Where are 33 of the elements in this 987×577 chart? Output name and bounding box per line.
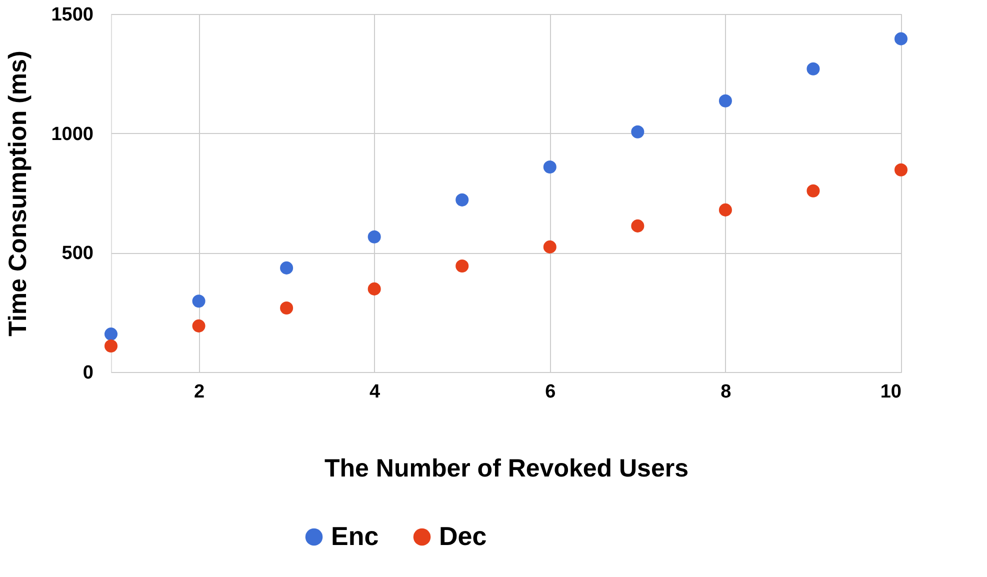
point (192, 319, 206, 332)
x-axis-title: The Number of Revoked Users (324, 454, 688, 482)
x-tick-label: 6 (545, 382, 556, 402)
point (543, 240, 556, 254)
point (104, 328, 118, 341)
y-tick-label: 0 (82, 362, 94, 384)
point (806, 62, 820, 76)
point (718, 94, 732, 108)
y-tick-label: 1000 (51, 124, 94, 145)
point (456, 260, 469, 273)
point (631, 219, 644, 232)
point (718, 203, 732, 216)
point (543, 160, 556, 174)
x-tick-label: 8 (720, 382, 732, 402)
point (280, 302, 294, 315)
point (280, 261, 294, 274)
y-axis-title: Time Consumption (ms) (4, 50, 32, 336)
point (894, 32, 908, 46)
point (104, 339, 118, 352)
point (368, 230, 381, 244)
x-tick-label: 2 (194, 382, 205, 402)
point (456, 193, 469, 206)
legend-label: Dec (439, 521, 487, 551)
point (368, 282, 381, 296)
x-tick-label: 4 (370, 382, 381, 402)
point (806, 184, 820, 198)
point (631, 125, 644, 138)
x-tick-label: 10 (880, 382, 902, 402)
y-tick-label: 500 (62, 243, 94, 264)
point (894, 163, 908, 176)
legend-label: Enc (331, 521, 379, 551)
y-tick-label: 1500 (51, 4, 94, 26)
point (192, 294, 206, 308)
